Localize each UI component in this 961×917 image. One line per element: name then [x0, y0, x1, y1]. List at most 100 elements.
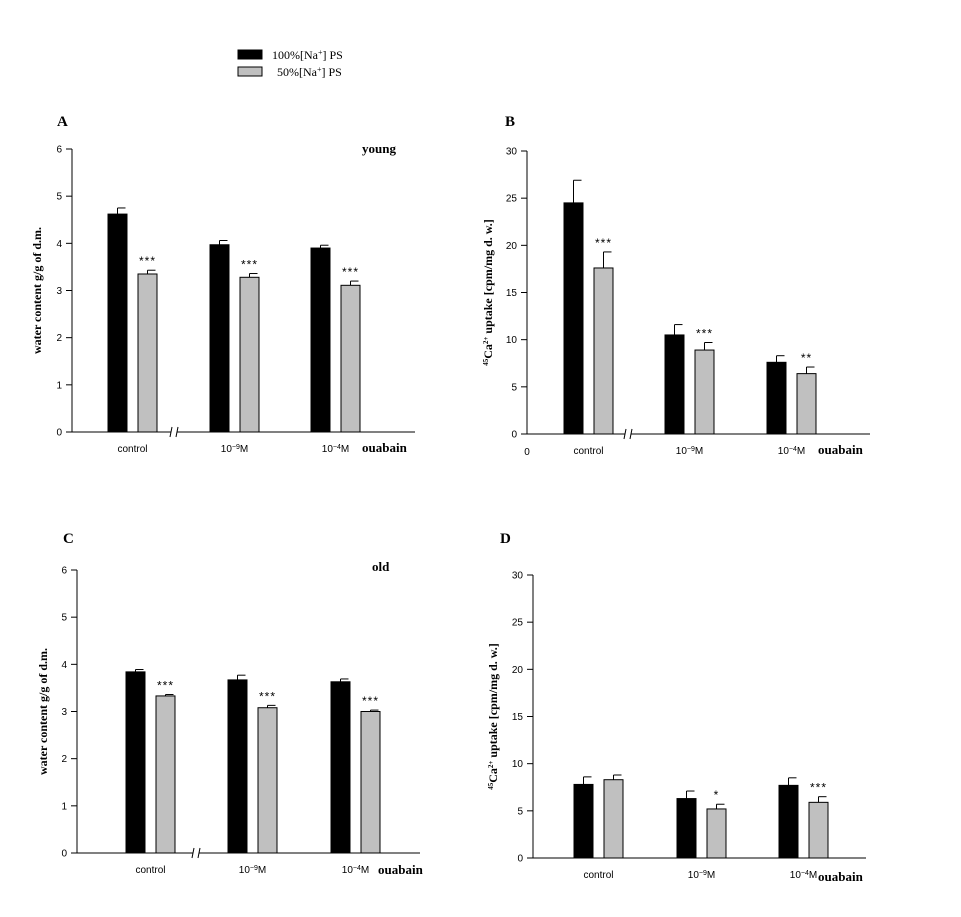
y-tick-label-d: 25: [512, 618, 524, 629]
bar-a-full-na-1: [209, 244, 230, 433]
bar-b-half-na-2: [796, 373, 817, 435]
significance-a-1: ***: [241, 258, 258, 272]
axis-break-mark-c: [191, 847, 195, 859]
significance-b-2: **: [801, 351, 812, 365]
bar-d-full-na-1: [676, 798, 697, 859]
legend-label-1: 50%[Na+] PS: [277, 65, 342, 80]
significance-b-0: ***: [595, 236, 612, 250]
panel-letter-a: A: [57, 114, 68, 130]
y-tick-label-d: 0: [517, 854, 523, 865]
y-tick-label-b: 0: [511, 430, 517, 441]
bar-a-half-na-1: [239, 276, 260, 433]
bar-b-full-na-2: [766, 361, 787, 435]
bar-b-full-na-0: [563, 202, 584, 435]
y-tick-label-c: 4: [61, 660, 67, 671]
axis-break-mark-a: [169, 426, 173, 438]
bar-d-half-na-2: [808, 801, 829, 859]
y-tick-label-a: 0: [56, 428, 62, 439]
legend-label-0: 100%[Na+] PS: [272, 48, 343, 63]
y-axis-label-a: water content g/g of d.m.: [30, 227, 44, 354]
panel-annotation-c: old: [372, 559, 390, 574]
y-tick-label-a: 3: [56, 286, 62, 297]
category-label-a-2: 10−4M: [322, 444, 349, 456]
category-label-d-1: 10−9M: [688, 870, 715, 882]
bar-d-full-na-2: [778, 784, 799, 859]
bar-c-full-na-1: [227, 679, 248, 854]
axis-break-mark-b: [623, 428, 627, 440]
bar-c-full-na-0: [125, 671, 146, 854]
legend: 100%[Na+] PS 50%[Na+] PS: [237, 48, 343, 80]
significance-c-1: ***: [259, 689, 276, 703]
x-origin-label-b: 0: [524, 447, 530, 458]
bar-a-full-na-0: [107, 213, 128, 433]
y-tick-label-d: 10: [512, 759, 524, 770]
y-tick-label-b: 5: [511, 382, 517, 393]
significance-a-2: ***: [342, 265, 359, 279]
significance-d-2: ***: [810, 781, 827, 795]
significance-c-0: ***: [157, 679, 174, 693]
y-tick-label-b: 15: [506, 288, 518, 299]
bar-b-half-na-0: [593, 267, 614, 435]
y-tick-label-d: 20: [512, 665, 524, 676]
y-tick-label-b: 30: [506, 147, 518, 158]
y-axis-label-d: 45Ca2+ uptake [cpm/mg d. w.]: [486, 643, 500, 790]
legend-swatch-1: [237, 66, 263, 77]
bar-c-half-na-1: [257, 707, 278, 854]
x-axis-label-c: ouabain: [378, 862, 424, 877]
category-label-c-0: control: [135, 865, 165, 876]
significance-d-1: *: [714, 788, 720, 802]
panel-letter-c: C: [63, 531, 74, 547]
y-tick-label-b: 10: [506, 335, 518, 346]
category-label-c-2: 10−4M: [342, 865, 369, 877]
y-tick-label-c: 2: [61, 754, 67, 765]
y-tick-label-a: 5: [56, 192, 62, 203]
category-label-b-1: 10−9M: [676, 446, 703, 458]
panel-annotation-a: young: [362, 141, 396, 156]
significance-b-1: ***: [696, 326, 713, 340]
panel-letter-d: D: [500, 531, 511, 547]
y-tick-label-a: 2: [56, 333, 62, 344]
significance-a-0: ***: [139, 254, 156, 268]
category-label-b-2: 10−4M: [778, 446, 805, 458]
x-axis-label-a: ouabain: [362, 440, 408, 455]
y-axis-label-b: 45Ca2+ uptake [cpm/mg d. w.]: [481, 219, 495, 366]
y-tick-label-c: 0: [61, 849, 67, 860]
y-tick-label-b: 25: [506, 194, 518, 205]
bar-d-full-na-0: [573, 783, 594, 859]
category-label-c-1: 10−9M: [239, 865, 266, 877]
axis-break-mark-c: [197, 847, 201, 859]
y-tick-label-b: 20: [506, 241, 518, 252]
panel-d: D 0 5 10 15 20 25 30 control * 10−9M *** 10−4M ouabai…: [486, 531, 866, 884]
y-tick-label-c: 1: [61, 801, 67, 812]
category-label-d-2: 10−4M: [790, 870, 817, 882]
bar-c-half-na-0: [155, 695, 176, 854]
y-tick-label-c: 3: [61, 707, 67, 718]
bar-c-full-na-2: [330, 681, 351, 854]
bar-a-half-na-0: [137, 273, 158, 433]
y-tick-label-a: 1: [56, 380, 62, 391]
legend-swatch-0: [237, 49, 263, 60]
category-label-d-0: control: [583, 870, 613, 881]
category-label-a-1: 10−9M: [221, 444, 248, 456]
y-tick-label-d: 30: [512, 571, 524, 582]
y-tick-label-c: 6: [61, 566, 67, 577]
y-tick-label-d: 5: [517, 806, 523, 817]
bar-c-half-na-2: [360, 711, 381, 854]
panel-b: B 0 5 10 15 20 25 30 0 *** control *** 10−9M ** 10−4M o…: [481, 114, 870, 458]
bar-d-half-na-0: [603, 779, 624, 859]
category-label-b-0: control: [573, 446, 603, 457]
bar-b-half-na-1: [694, 349, 715, 435]
y-tick-label-a: 6: [56, 145, 62, 156]
x-axis-label-d: ouabain: [818, 869, 864, 884]
axis-break-mark-a: [175, 426, 179, 438]
y-tick-label-d: 15: [512, 712, 524, 723]
panel-letter-b: B: [505, 114, 515, 130]
bar-b-full-na-1: [664, 334, 685, 435]
bar-a-half-na-2: [340, 284, 361, 433]
y-axis-label-c: water content g/g of d.m.: [36, 648, 50, 775]
y-tick-label-a: 4: [56, 239, 62, 250]
